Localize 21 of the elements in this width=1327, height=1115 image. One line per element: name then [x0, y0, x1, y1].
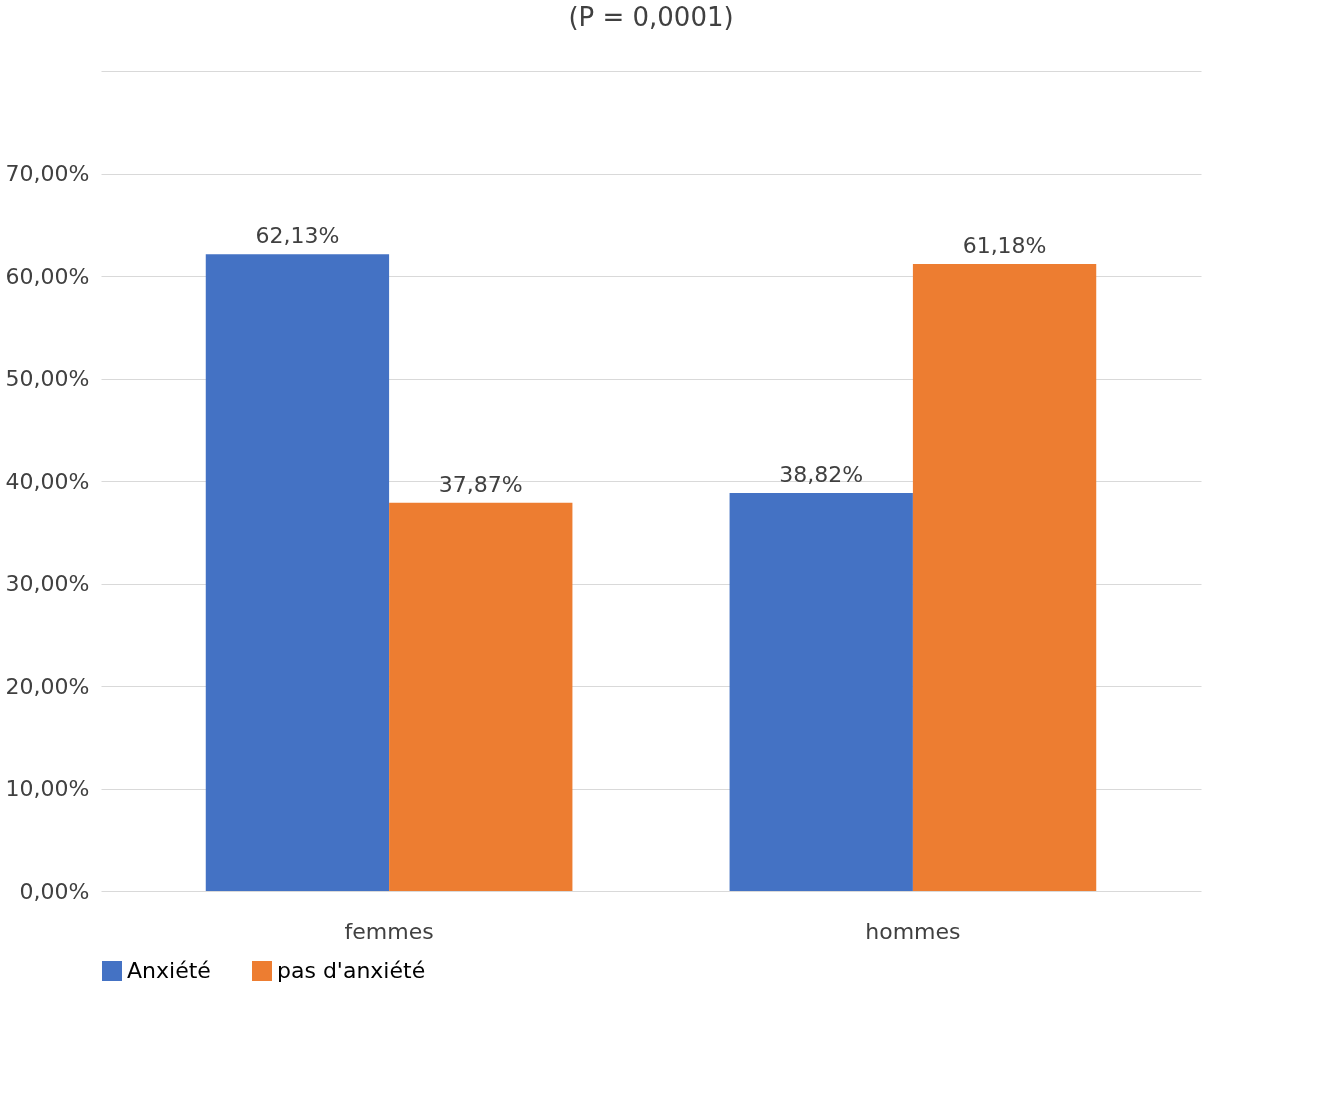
- y-tick-label: 0,00%: [19, 878, 90, 904]
- y-tick-label: 50,00%: [5, 366, 90, 391]
- y-tick-label: 10,00%: [5, 776, 90, 801]
- legend-label: Anxiété: [127, 958, 211, 983]
- y-tick-label: 20,00%: [5, 673, 90, 699]
- y-tick-label: 40,00%: [5, 468, 90, 494]
- data-label: 38,82%: [779, 462, 864, 488]
- y-tick-label: 30,00%: [5, 571, 90, 596]
- data-label: 61,18%: [962, 232, 1047, 258]
- bar: [389, 502, 573, 891]
- bar: [205, 254, 390, 891]
- y-tick-label: 70,00%: [5, 161, 90, 186]
- chart-title: (P = 0,0001): [568, 2, 734, 32]
- data-label: 37,87%: [438, 471, 523, 497]
- x-tick-label: hommes: [865, 918, 961, 944]
- x-tick-label: femmes: [344, 918, 434, 944]
- y-tick-label: 60,00%: [5, 263, 90, 289]
- data-label: 62,13%: [255, 223, 340, 249]
- legend-label: pas d'anxiété: [277, 958, 426, 983]
- bar: [912, 263, 1097, 891]
- bar: [729, 493, 913, 891]
